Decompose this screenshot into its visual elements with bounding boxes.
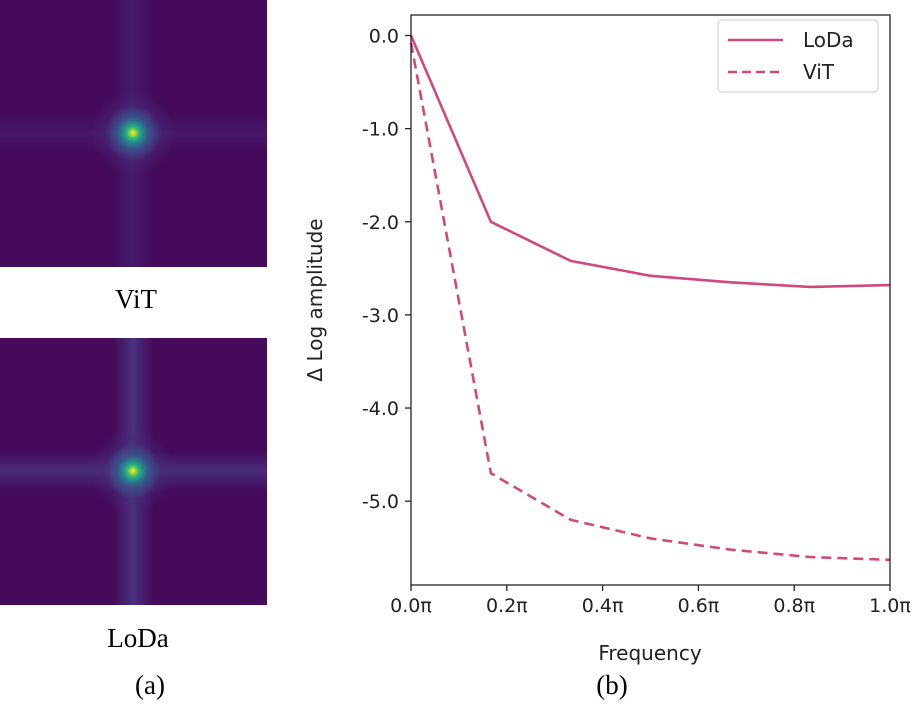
legend-label-loda: LoDa [803,28,854,52]
line-chart: 0.0π 0.2π 0.4π 0.6π 0.8π 1.0π 0.0 -1.0 -2.0 -3.0 -… [303,14,911,665]
series-line-vit [409,42,891,562]
x-tick-label: 0.8π [773,595,815,617]
y-tick-label: -5.0 [362,491,399,513]
y-tick-label: -3.0 [362,305,399,327]
y-tick-label: -4.0 [362,398,399,420]
vit-label: ViT [115,284,157,314]
x-tick-label: 0.0π [390,595,432,617]
y-tick-label: 0.0 [369,25,399,47]
caption-b: (b) [596,670,628,700]
x-tick-label: 0.4π [582,595,624,617]
legend-label-vit: ViT [803,60,835,84]
series-line-loda [409,34,891,289]
x-axis-label: Frequency [598,641,701,665]
x-tick-label: 0.2π [486,595,528,617]
x-tick-label: 1.0π [869,595,911,617]
y-axis-label: Δ Log amplitude [303,218,327,381]
y-tick-label: -1.0 [362,119,399,141]
y-tick-label: -2.0 [362,212,399,234]
loda-label: LoDa [107,623,169,653]
caption-a: (a) [135,670,165,700]
legend: LoDa ViT [717,19,879,93]
x-tick-label: 0.6π [678,595,720,617]
vit-spectrum-heatmap [0,0,267,267]
plot-frame [410,14,891,586]
loda-spectrum-heatmap [0,338,267,605]
